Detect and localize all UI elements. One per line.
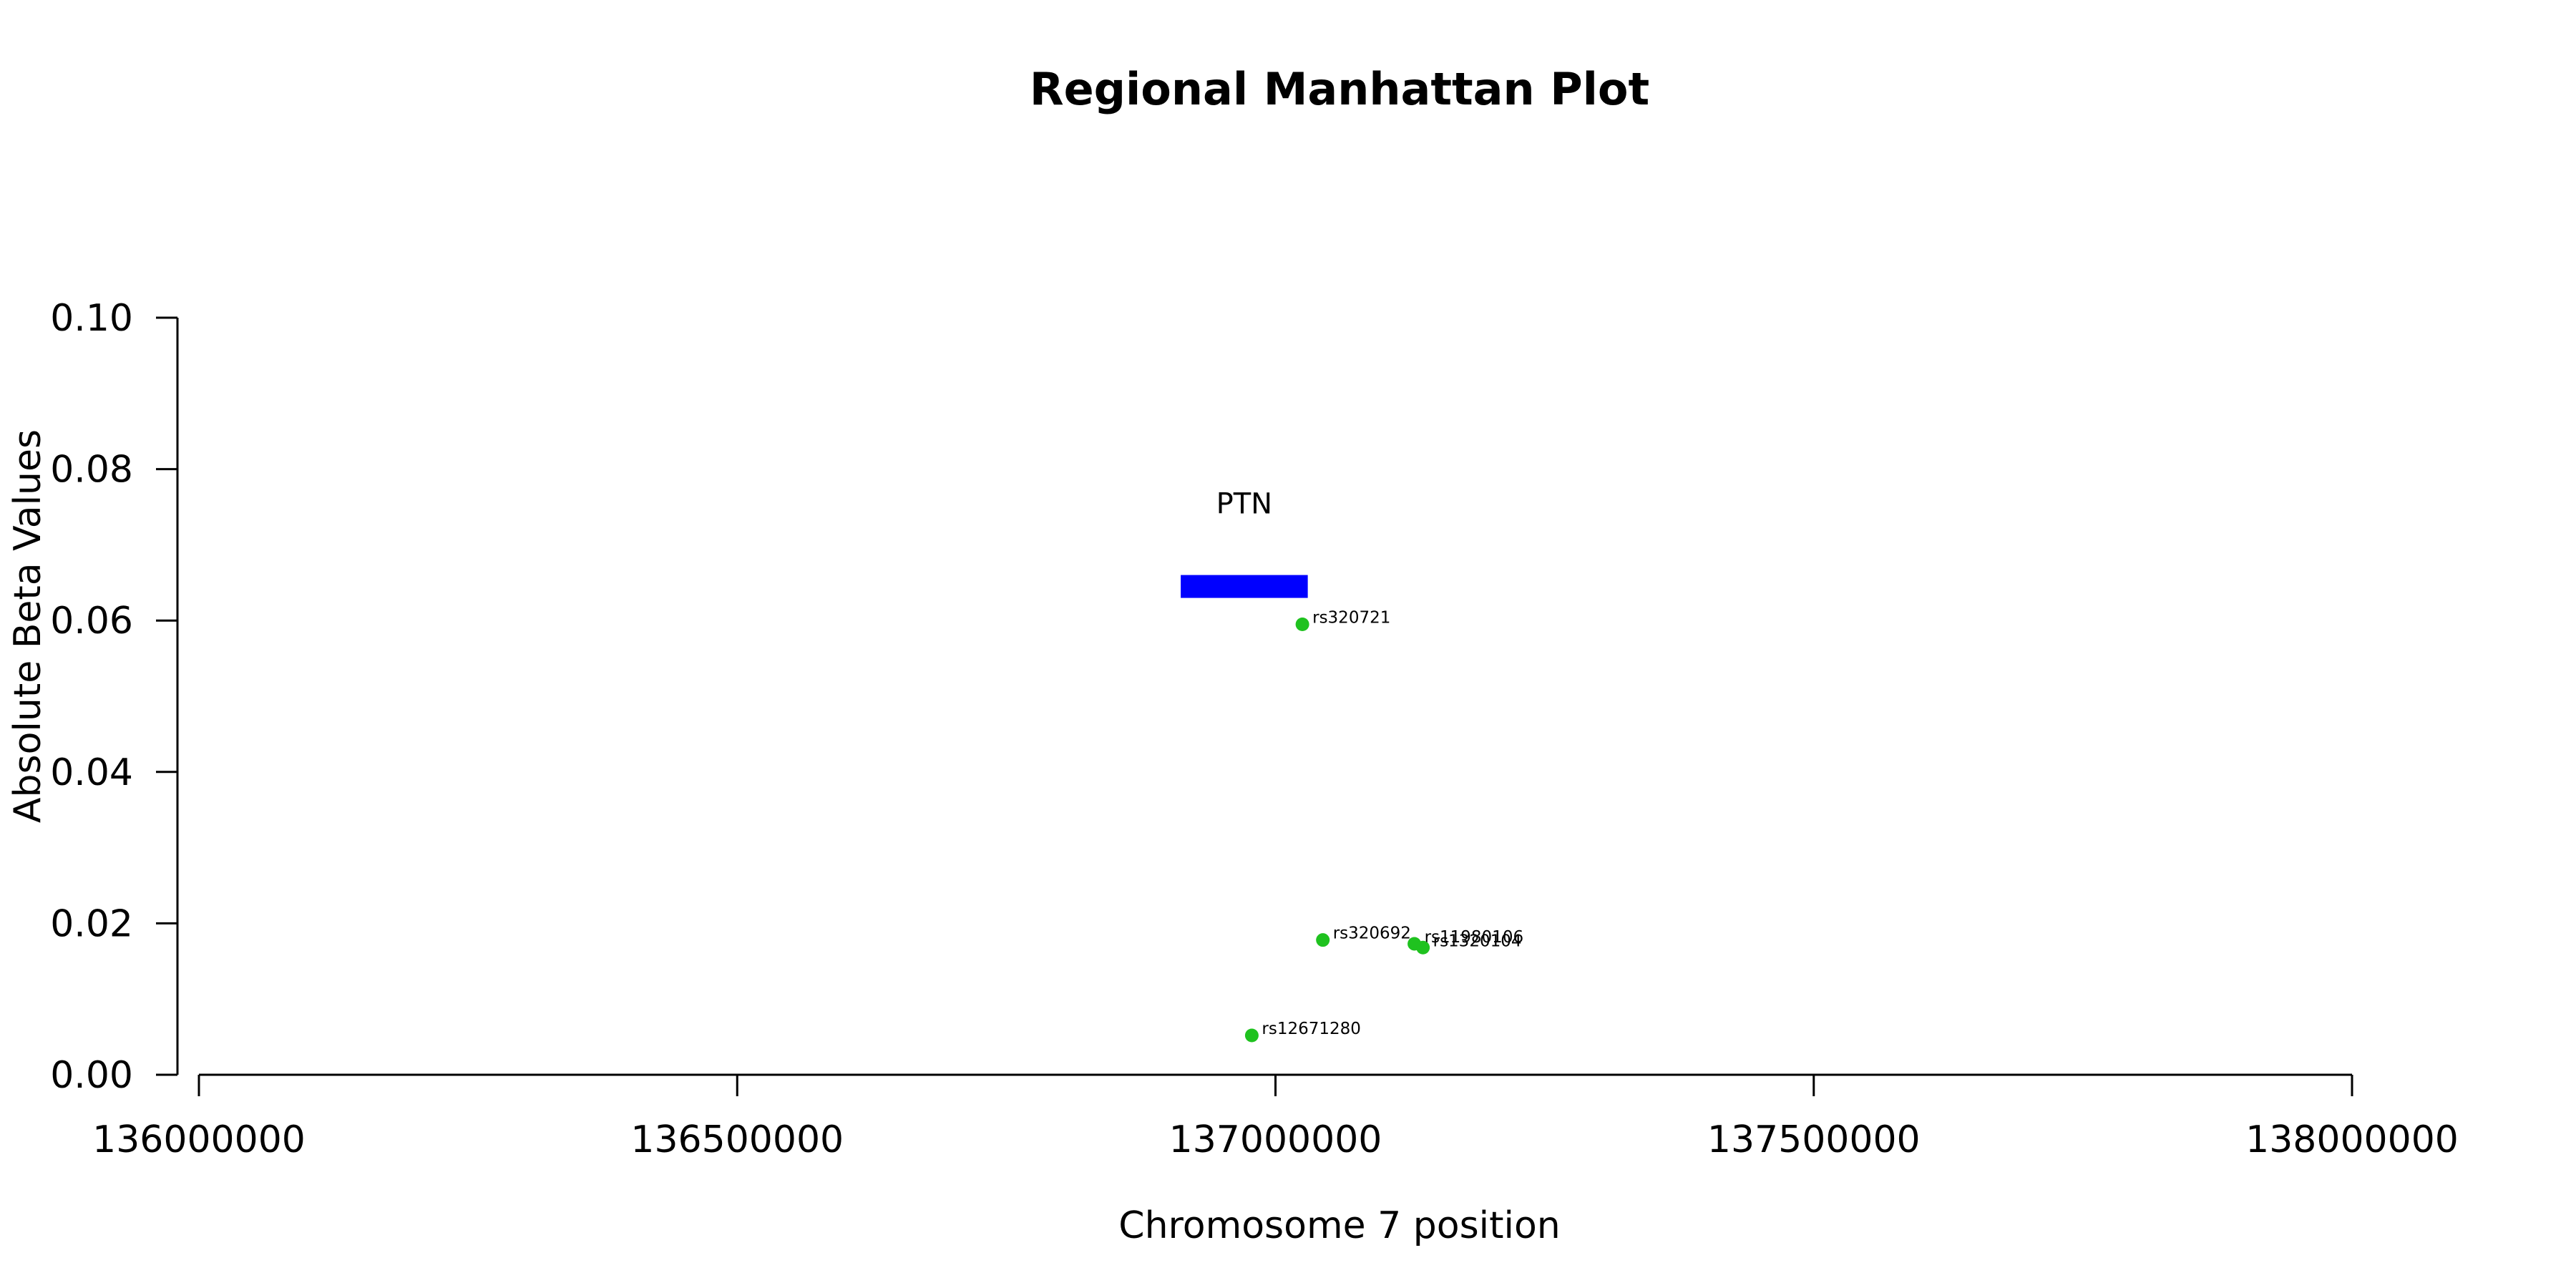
snp-point xyxy=(1316,933,1330,947)
snp-label: rs320692 xyxy=(1333,924,1411,943)
y-tick-label: 0.00 xyxy=(50,1054,133,1097)
snp-point xyxy=(1244,1028,1259,1043)
snp-point xyxy=(1416,940,1430,955)
x-tick-label: 138000000 xyxy=(2245,1118,2459,1161)
snp-label: rs320721 xyxy=(1312,608,1390,627)
snp-point xyxy=(1295,617,1309,631)
gene-track: PTN xyxy=(1181,488,1308,598)
snp-label: rs11980106 xyxy=(1425,928,1524,947)
x-axis-label: Chromosome 7 position xyxy=(1118,1204,1560,1247)
snp-label: rs1320104 xyxy=(1433,932,1522,950)
axes: 0.00 0.02 0.04 0.06 0.08 0.10 136000000 1365000… xyxy=(50,297,2459,1161)
y-tick-label: 0.04 xyxy=(50,751,133,794)
x-tick-label: 137500000 xyxy=(1707,1118,1921,1161)
x-tick-label: 137000000 xyxy=(1169,1118,1382,1161)
chart-title: Regional Manhattan Plot xyxy=(1030,63,1649,115)
y-tick-label: 0.02 xyxy=(50,902,133,945)
gene-label: PTN xyxy=(1216,488,1272,521)
x-tick-label: 136000000 xyxy=(92,1118,306,1161)
gene-bar xyxy=(1181,575,1308,598)
y-tick-label: 0.08 xyxy=(50,449,133,492)
x-tick-label: 136500000 xyxy=(630,1118,844,1161)
y-tick-label: 0.10 xyxy=(50,297,133,340)
snp-label: rs12671280 xyxy=(1262,1020,1361,1038)
y-axis-label: Absolute Beta Values xyxy=(6,429,49,823)
y-tick-label: 0.06 xyxy=(50,600,133,643)
